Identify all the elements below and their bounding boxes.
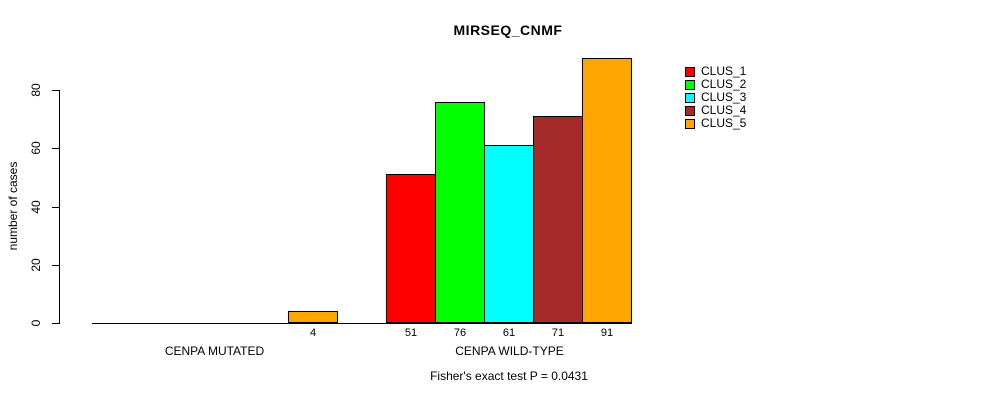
bar-value-label: 91 [600, 327, 614, 339]
bar-value-label: 71 [551, 327, 565, 339]
category-label-cenpa-mutated: CENPA MUTATED [164, 344, 265, 358]
legend-swatch-clus-4 [685, 106, 695, 116]
y-tick-label: 0 [29, 319, 43, 327]
legend-label-clus-5: CLUS_5 [701, 116, 747, 130]
y-tick-mark [52, 323, 60, 324]
y-tick-label: 40 [29, 200, 43, 214]
bar-value-label: 51 [404, 327, 418, 339]
x-axis-baseline [92, 323, 632, 324]
bar-value-label: 4 [309, 327, 317, 339]
y-tick-mark [52, 265, 60, 266]
y-tick-mark [52, 90, 60, 91]
y-tick-mark [52, 207, 60, 208]
bar-clus-4-cenpa-wild-type [533, 116, 583, 323]
bar-clus-2-cenpa-wild-type [435, 102, 485, 323]
legend-swatch-clus-1 [685, 67, 695, 77]
legend-swatch-clus-3 [685, 93, 695, 103]
fisher-test-annotation: Fisher's exact test P = 0.0431 [430, 369, 588, 383]
legend-label-clus-2: CLUS_2 [701, 77, 747, 91]
legend-label-clus-1: CLUS_1 [701, 64, 747, 78]
bar-clus-1-cenpa-wild-type [386, 174, 436, 323]
bar-value-label: 76 [453, 327, 467, 339]
legend-label-clus-4: CLUS_4 [701, 103, 747, 117]
chart-title: MIRSEQ_CNMF [453, 22, 563, 38]
legend-swatch-clus-2 [685, 80, 695, 90]
bar-clus-5-cenpa-mutated [288, 311, 338, 323]
y-axis-label: number of cases [6, 161, 20, 251]
y-tick-label: 20 [29, 258, 43, 272]
bar-clus-5-cenpa-wild-type [582, 58, 632, 323]
category-label-cenpa-wild-type: CENPA WILD-TYPE [455, 344, 564, 358]
y-tick-label: 80 [29, 83, 43, 97]
y-tick-mark [52, 148, 60, 149]
legend-label-clus-3: CLUS_3 [701, 90, 747, 104]
y-tick-label: 60 [29, 141, 43, 155]
bar-clus-3-cenpa-wild-type [484, 145, 534, 323]
legend-swatch-clus-5 [685, 119, 695, 129]
bar-value-label: 61 [502, 327, 516, 339]
